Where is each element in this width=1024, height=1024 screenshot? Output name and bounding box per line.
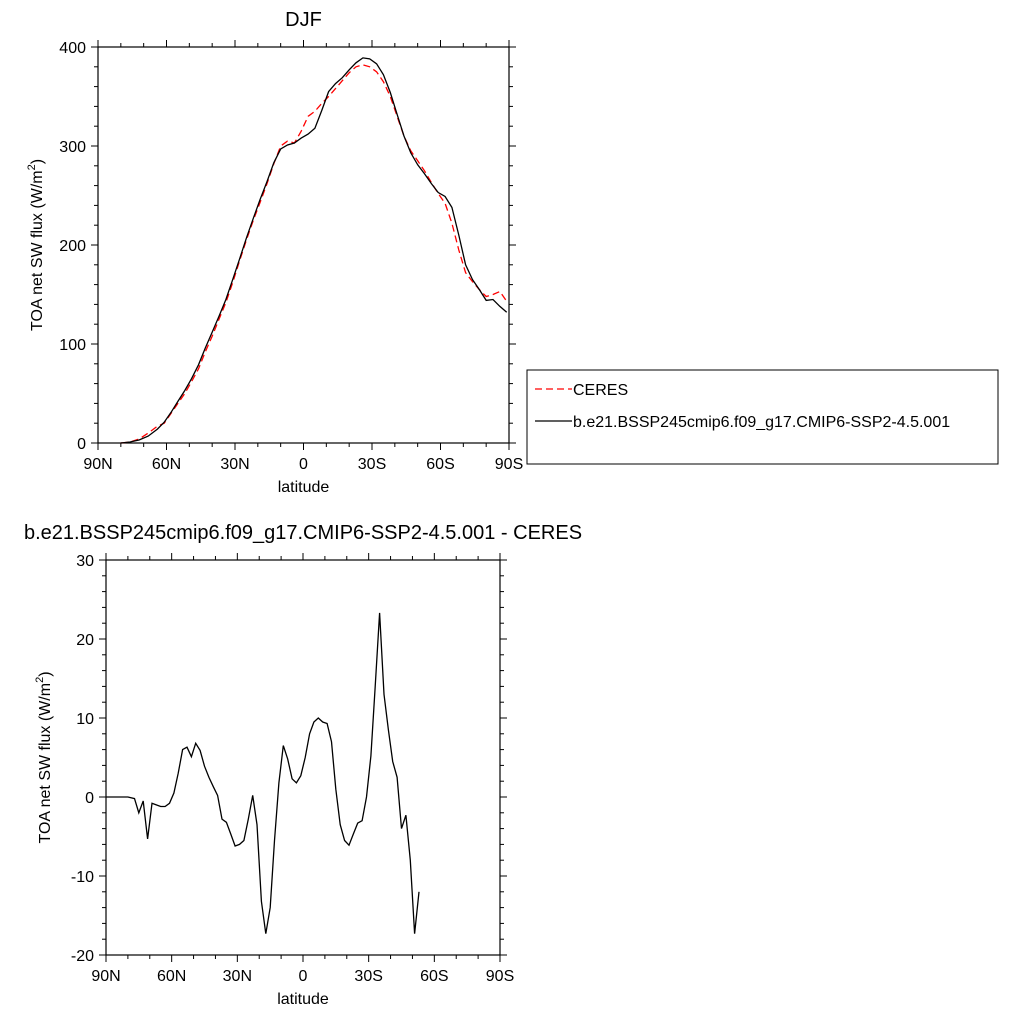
y-tick-label: 20 bbox=[76, 632, 94, 649]
x-tick-label: 90S bbox=[495, 456, 523, 473]
series-line-1 bbox=[106, 612, 420, 934]
x-tick-label: 60S bbox=[426, 456, 454, 473]
y-axis-title-main: TOA net SW flux (W/m bbox=[29, 170, 46, 331]
x-tick-label: 60N bbox=[157, 968, 186, 985]
x-tick-label: 90S bbox=[486, 968, 514, 985]
y-tick-label: 200 bbox=[59, 238, 86, 255]
y-axis-title-sup: 2 bbox=[26, 164, 38, 170]
x-tick-label: 30N bbox=[223, 968, 252, 985]
x-tick-label: 30N bbox=[220, 456, 249, 473]
legend-label-1: CERES bbox=[573, 382, 628, 399]
y-tick-label: 10 bbox=[76, 711, 94, 728]
x-tick-label: 30S bbox=[354, 968, 382, 985]
y-axis-title: TOA net SW flux (W/m2) bbox=[26, 159, 46, 331]
x-axis-title: latitude bbox=[277, 991, 329, 1008]
plot-frame bbox=[105, 559, 501, 956]
x-tick-label: 0 bbox=[299, 968, 308, 985]
chart-title: DJF bbox=[285, 9, 322, 31]
y-axis-title-sup: 2 bbox=[34, 677, 46, 683]
y-tick-label: 30 bbox=[76, 553, 94, 570]
y-axis-title: TOA net SW flux (W/m2) bbox=[34, 671, 54, 843]
x-tick-label: 0 bbox=[299, 456, 308, 473]
y-tick-label: 0 bbox=[85, 790, 94, 807]
x-tick-label: 90N bbox=[91, 968, 120, 985]
x-tick-label: 60S bbox=[420, 968, 448, 985]
y-tick-label: 0 bbox=[77, 436, 86, 453]
series-line-1 bbox=[120, 64, 508, 444]
x-tick-label: 90N bbox=[83, 456, 112, 473]
series-line-2 bbox=[120, 57, 508, 444]
y-tick-label: 300 bbox=[59, 139, 86, 156]
plot-frame bbox=[97, 46, 510, 444]
chart-panel-1: TOA net SW flux (W/m2) CERES b.e21.BSSP245… bbox=[26, 40, 999, 465]
y-axis-title-tail: ) bbox=[37, 671, 54, 676]
y-tick-label: -10 bbox=[71, 869, 94, 886]
legend: CERES b.e21.BSSP245cmip6.f09_g17.CMIP6-SS… bbox=[526, 369, 999, 465]
y-tick-label: 100 bbox=[59, 337, 86, 354]
x-tick-label: 30S bbox=[358, 456, 386, 473]
x-axis-title: latitude bbox=[278, 479, 330, 496]
y-axis-title-tail: ) bbox=[29, 159, 46, 164]
chart-title: b.e21.BSSP245cmip6.f09_g17.CMIP6-SSP2-4.… bbox=[24, 522, 582, 544]
y-tick-label: 400 bbox=[59, 40, 86, 57]
x-tick-label: 60N bbox=[152, 456, 181, 473]
legend-label-2: b.e21.BSSP245cmip6.f09_g17.CMIP6-SSP2-4.… bbox=[573, 414, 950, 431]
y-axis-title-main: TOA net SW flux (W/m bbox=[37, 683, 54, 844]
chart-panel-2: TOA net SW flux (W/m2) bbox=[34, 553, 507, 962]
legend-box bbox=[526, 369, 999, 465]
y-tick-label: -20 bbox=[71, 948, 94, 965]
